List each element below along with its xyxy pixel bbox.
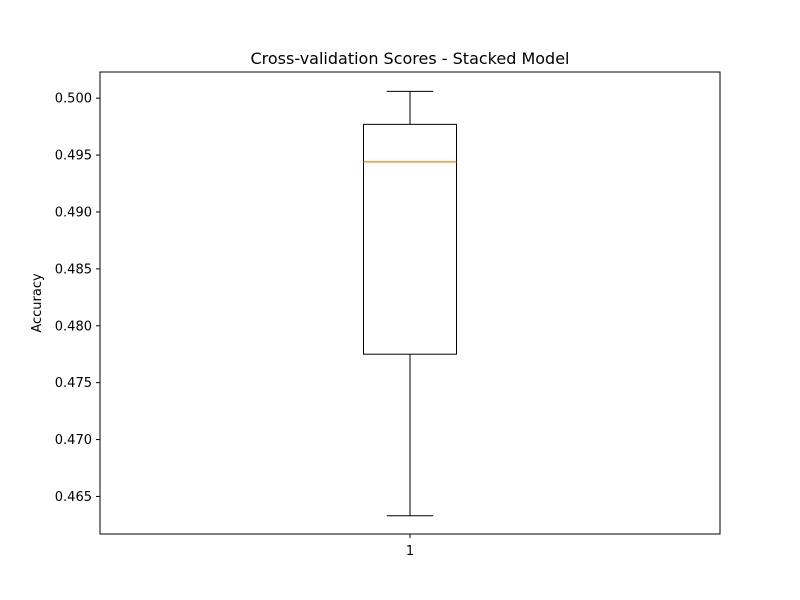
interquartile-box bbox=[363, 123, 457, 355]
y-tick-label: 0.500 bbox=[55, 92, 92, 107]
x-tick-label: 1 bbox=[406, 544, 414, 559]
y-tick-label: 0.490 bbox=[55, 205, 92, 220]
plot-area-frame bbox=[99, 71, 721, 535]
y-tick-label: 0.495 bbox=[55, 149, 92, 164]
y-tick-label: 0.480 bbox=[55, 319, 92, 334]
y-tick-label: 0.465 bbox=[55, 490, 92, 505]
x-axis-ticks: 1 bbox=[406, 534, 414, 559]
y-tick-label: 0.475 bbox=[55, 376, 92, 391]
y-tick-label: 0.485 bbox=[55, 262, 92, 277]
y-axis-ticks: 0.465 0.470 0.475 0.480 0.485 0.490 0.495 0.500 bbox=[55, 92, 100, 505]
chart-title: Cross-validation Scores - Stacked Model bbox=[250, 49, 569, 68]
box-series bbox=[363, 90, 457, 517]
y-tick-label: 0.470 bbox=[55, 433, 92, 448]
y-axis-label: Accuracy bbox=[30, 273, 45, 333]
